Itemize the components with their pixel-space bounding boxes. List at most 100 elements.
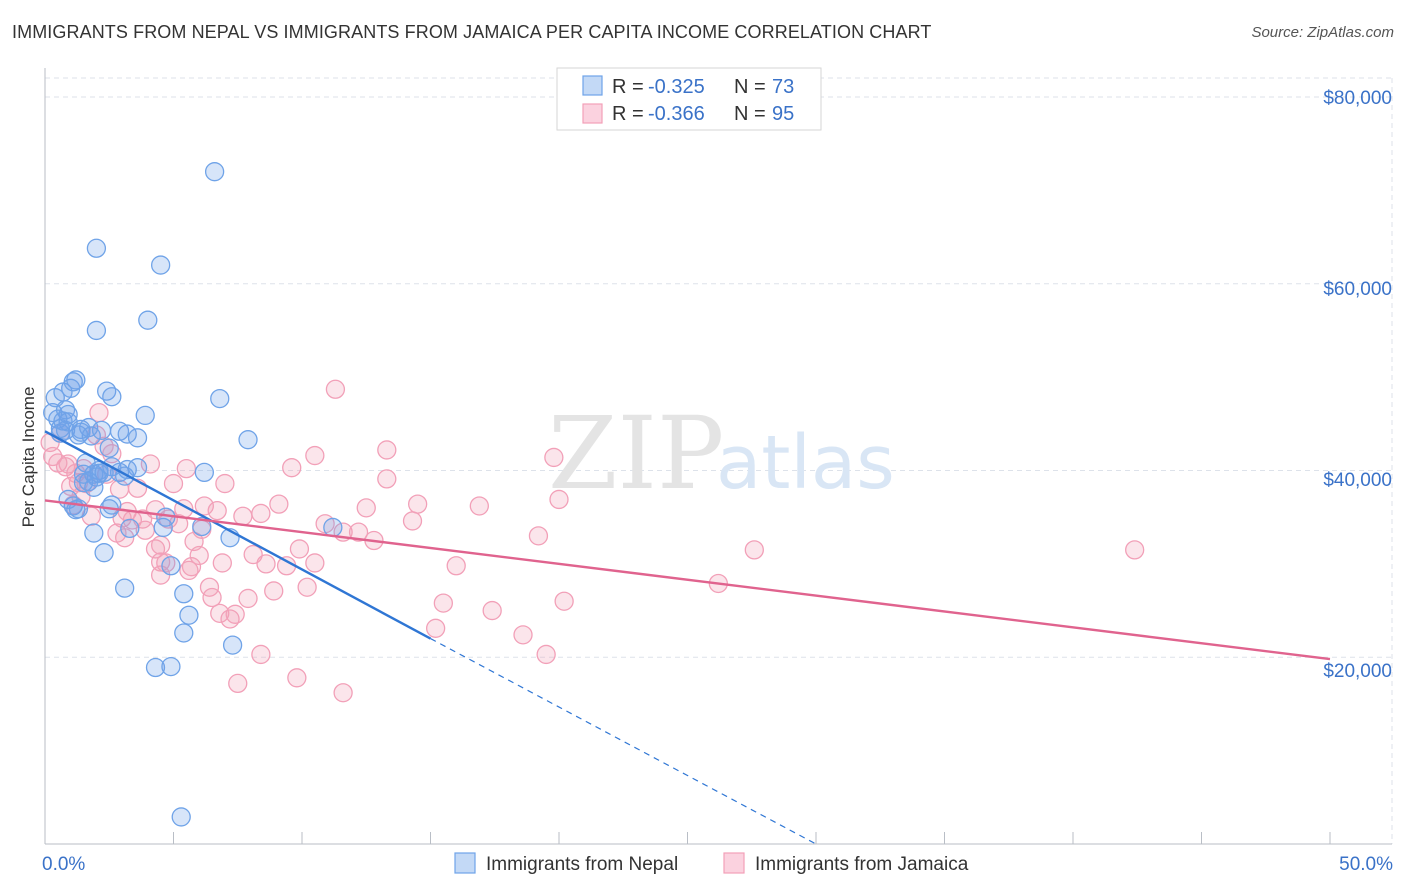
nepal-point [102, 387, 122, 407]
jamaica-point [433, 593, 454, 613]
jamaica-point [305, 553, 325, 573]
nepal-point [135, 405, 155, 426]
y-tick-label: $80,000 [1323, 88, 1392, 109]
nepal-point [86, 320, 107, 341]
jamaica-point [215, 473, 235, 494]
jamaica-point [269, 494, 289, 514]
bottom-legend-label-nepal: Immigrants from Nepal [486, 854, 678, 875]
grid-layer [45, 77, 1393, 844]
jamaica-point [212, 553, 232, 573]
nepal-point [174, 623, 194, 643]
chart-title: IMMIGRANTS FROM NEPAL VS IMMIGRANTS FROM… [12, 22, 932, 42]
nepal-point [84, 523, 104, 543]
nepal-point [174, 584, 194, 604]
nepal-point [73, 464, 94, 484]
jamaica-point [325, 379, 346, 399]
legend-r-label: R = [612, 76, 644, 98]
legend-swatch-nepal [582, 75, 603, 96]
jamaica-point [228, 673, 248, 694]
nepal-point [94, 543, 114, 563]
jamaica-point [446, 556, 466, 576]
jamaica-point [297, 577, 317, 597]
nepal-point [150, 255, 171, 275]
nepal-points [43, 162, 343, 827]
jamaica-point [233, 506, 253, 526]
y-axis-label: Per Capita Income [19, 387, 38, 528]
jamaica-point [202, 587, 222, 608]
legend-n-value-jamaica: 95 [772, 103, 794, 125]
nepal-point [81, 426, 101, 446]
jamaica-point [536, 644, 556, 665]
jamaica-point [377, 469, 397, 489]
correlation-legend: R = -0.325 N = 73 R = -0.366 N = 95 [556, 67, 822, 131]
jamaica-point [156, 553, 176, 573]
nepal-point [323, 517, 343, 538]
nepal-point [97, 381, 117, 401]
jamaica-point [184, 531, 204, 552]
nepal-point [71, 422, 91, 442]
legend-n-label: N = [734, 76, 766, 98]
axis-layer [44, 68, 1392, 845]
legend-swatch-jamaica [582, 103, 603, 124]
jamaica-point [513, 625, 533, 645]
jamaica-point [181, 557, 202, 577]
bottom-legend-swatch-jamaica [723, 852, 745, 874]
nepal-point [204, 162, 225, 182]
y-tick-label: $60,000 [1323, 279, 1392, 300]
watermark-atlas-text: atlas [716, 420, 895, 506]
jamaica-point [482, 600, 502, 621]
jamaica-point [377, 440, 397, 460]
nepal-point [102, 495, 122, 515]
jamaica-point [282, 458, 302, 478]
nepal-trend-extension [430, 638, 817, 845]
nepal-point [115, 578, 135, 598]
source-credit: Source: ZipAtlas.com [1251, 24, 1394, 41]
jamaica-point [356, 498, 376, 518]
nepal-point [86, 238, 107, 258]
jamaica-point [289, 539, 310, 559]
x-tick-label-start: 0.0% [42, 854, 85, 875]
jamaica-point [163, 473, 184, 494]
jamaica-point [115, 528, 135, 548]
nepal-point [117, 424, 137, 444]
trend-lines [44, 430, 1331, 845]
jamaica-point [407, 494, 428, 514]
nepal-point [210, 388, 230, 409]
jamaica-point [264, 581, 284, 601]
watermark-zip-text: ZIP [548, 395, 724, 512]
nepal-point [171, 807, 191, 827]
nepal-point [222, 635, 243, 655]
nepal-point [66, 370, 86, 390]
nepal-point [91, 420, 112, 440]
jamaica-point [256, 554, 276, 574]
nepal-point [89, 463, 109, 483]
legend-r-value-jamaica: -0.366 [648, 103, 705, 125]
jamaica-point [251, 503, 271, 524]
jamaica-point [348, 522, 369, 542]
legend-r-label: R = [612, 103, 644, 125]
nepal-point [192, 516, 212, 537]
bottom-legend-swatch-nepal [454, 852, 476, 874]
jamaica-point [43, 446, 63, 467]
nepal-point [68, 499, 89, 519]
legend-r-value-nepal: -0.325 [648, 76, 705, 98]
bottom-legend-label-jamaica: Immigrants from Jamaica [755, 854, 969, 875]
jamaica-point [469, 496, 489, 516]
jamaica-point [1125, 540, 1145, 560]
jamaica-point [549, 489, 569, 510]
legend-n-value-nepal: 73 [772, 76, 794, 98]
jamaica-point [287, 668, 307, 688]
y-tick-label: $40,000 [1323, 470, 1392, 491]
nepal-point [194, 462, 214, 483]
jamaica-point [425, 618, 446, 638]
jamaica-point [207, 501, 227, 521]
jamaica-point [150, 535, 171, 555]
jamaica-point [305, 445, 325, 466]
jamaica-point [544, 447, 564, 468]
nepal-trend-line [44, 430, 432, 640]
jamaica-point [225, 604, 245, 624]
y-tick-label: $20,000 [1323, 661, 1392, 682]
jamaica-point [554, 591, 574, 611]
jamaica-point [210, 603, 230, 624]
